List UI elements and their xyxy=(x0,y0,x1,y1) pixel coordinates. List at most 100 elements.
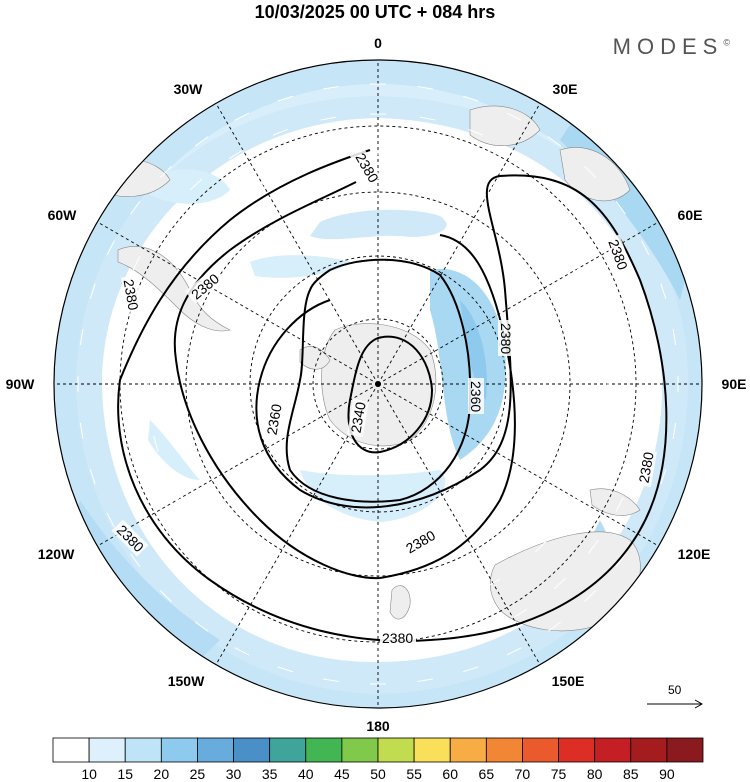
wind-arrow xyxy=(115,450,121,466)
wind-arrow xyxy=(189,577,203,590)
wind-arrow xyxy=(419,647,436,652)
wind-arrow xyxy=(597,435,603,452)
lon-label-90e: 90E xyxy=(721,376,747,392)
colorbar-tick-label: 65 xyxy=(478,766,495,782)
colorbar-swatch xyxy=(666,737,704,763)
wind-arrow xyxy=(310,603,327,609)
colorbar-swatch xyxy=(522,737,559,763)
colorbar-swatch xyxy=(52,737,90,763)
wind-arrow xyxy=(416,678,433,683)
wind-arrow xyxy=(635,450,641,466)
colorbar-tick-label: 15 xyxy=(117,766,134,782)
wind-arrow xyxy=(255,578,271,588)
wind-arrow xyxy=(277,666,294,673)
wind-arrow xyxy=(467,128,484,136)
contour-label: 2360 xyxy=(264,403,285,437)
contour-label: 2380 xyxy=(382,630,413,646)
colorbar-swatch xyxy=(269,737,307,763)
wind-arrow xyxy=(130,553,141,568)
wind-arrow xyxy=(672,329,677,346)
wind-arrow xyxy=(534,215,547,228)
wind-arrow xyxy=(115,302,121,318)
wind-arrow xyxy=(485,578,501,588)
lon-label-150w: 150W xyxy=(167,673,205,689)
wind-arrow xyxy=(228,608,243,619)
colorbar-swatch xyxy=(449,737,487,763)
wind-arrow xyxy=(272,128,289,136)
wind-arrow xyxy=(635,302,641,318)
wind-arrow xyxy=(513,608,528,619)
wind-arrow xyxy=(157,214,168,228)
south-pole-marker xyxy=(375,381,381,387)
wind-shading-patch xyxy=(310,209,447,240)
wind-arrow xyxy=(547,136,562,147)
colorbar-swatch xyxy=(88,737,126,763)
wind-arrow xyxy=(323,85,340,90)
wind-reference-arrow xyxy=(647,699,704,709)
colorbar-tick-label: 70 xyxy=(514,766,531,782)
wind-arrow xyxy=(174,491,184,507)
wind-arrow xyxy=(107,351,111,368)
colorbar-swatch xyxy=(413,737,451,763)
wind-arrow xyxy=(157,540,168,554)
wind-arrow xyxy=(645,351,649,368)
wind-arrow xyxy=(89,283,96,300)
colorbar-swatch xyxy=(558,737,596,763)
brand-logo: MODES© xyxy=(612,34,730,59)
contour-2340 xyxy=(347,335,434,454)
meridian-line xyxy=(377,383,541,665)
wind-arrow xyxy=(132,496,141,512)
wind-arrow xyxy=(209,215,222,228)
wind-arrow xyxy=(234,112,250,121)
colorbar-tick-label: 60 xyxy=(442,766,459,782)
wind-arrow xyxy=(159,165,172,178)
colorbar-tick-label: 10 xyxy=(81,766,97,782)
wind-arrow xyxy=(159,590,172,603)
wind-arrow xyxy=(462,666,479,673)
wind-arrow xyxy=(194,136,209,147)
lon-label-30w: 30W xyxy=(173,81,203,97)
wind-arrow xyxy=(323,678,340,683)
colorbar-swatch xyxy=(377,737,415,763)
colorbar-tick-label: 80 xyxy=(586,766,603,782)
contour-2380-inner xyxy=(173,181,516,580)
wind-arrow xyxy=(228,149,243,160)
wind-reference-label: 50 xyxy=(668,683,682,697)
meridian-line xyxy=(97,221,379,385)
colorbar-swatch xyxy=(233,737,271,763)
colorbar-tick-label: 30 xyxy=(225,766,242,782)
africa xyxy=(469,105,541,146)
wind-arrow xyxy=(130,200,141,215)
meridian-line xyxy=(97,383,379,547)
contour-label: 2380 xyxy=(636,451,657,485)
wind-arrow xyxy=(553,577,567,590)
wind-arrow xyxy=(419,116,436,121)
wind-arrow xyxy=(234,647,250,656)
lon-label-30e: 30E xyxy=(552,81,578,97)
meridian-line xyxy=(215,103,379,385)
colorbar-swatch xyxy=(341,737,379,763)
wind-arrow xyxy=(641,240,650,256)
wind-arrow xyxy=(320,116,337,121)
colorbar-tick-label: 35 xyxy=(261,766,278,782)
new-zealand xyxy=(389,585,411,620)
wind-arrow xyxy=(272,632,289,640)
contour-label: 2380 xyxy=(121,278,142,312)
wind-arrow xyxy=(132,256,141,272)
colorbar-swatch xyxy=(197,737,234,763)
contour-label: 2360 xyxy=(468,381,484,412)
south-america xyxy=(117,246,231,332)
wind-arrow xyxy=(506,112,522,121)
colorbar-tick-label: 85 xyxy=(622,766,639,782)
colorbar-swatch xyxy=(594,737,632,763)
colorbar-swatch xyxy=(630,737,668,763)
lon-label-120w: 120W xyxy=(37,546,75,562)
wind-arrow xyxy=(153,316,159,333)
wind-arrow xyxy=(588,214,599,228)
wind-arrow xyxy=(660,283,667,300)
wind-arrow xyxy=(597,316,603,333)
colorbar-tick-label: 25 xyxy=(189,766,206,782)
colorbar-tick-label: 20 xyxy=(153,766,170,782)
wind-arrow xyxy=(89,468,96,485)
meridian-line xyxy=(377,383,659,547)
